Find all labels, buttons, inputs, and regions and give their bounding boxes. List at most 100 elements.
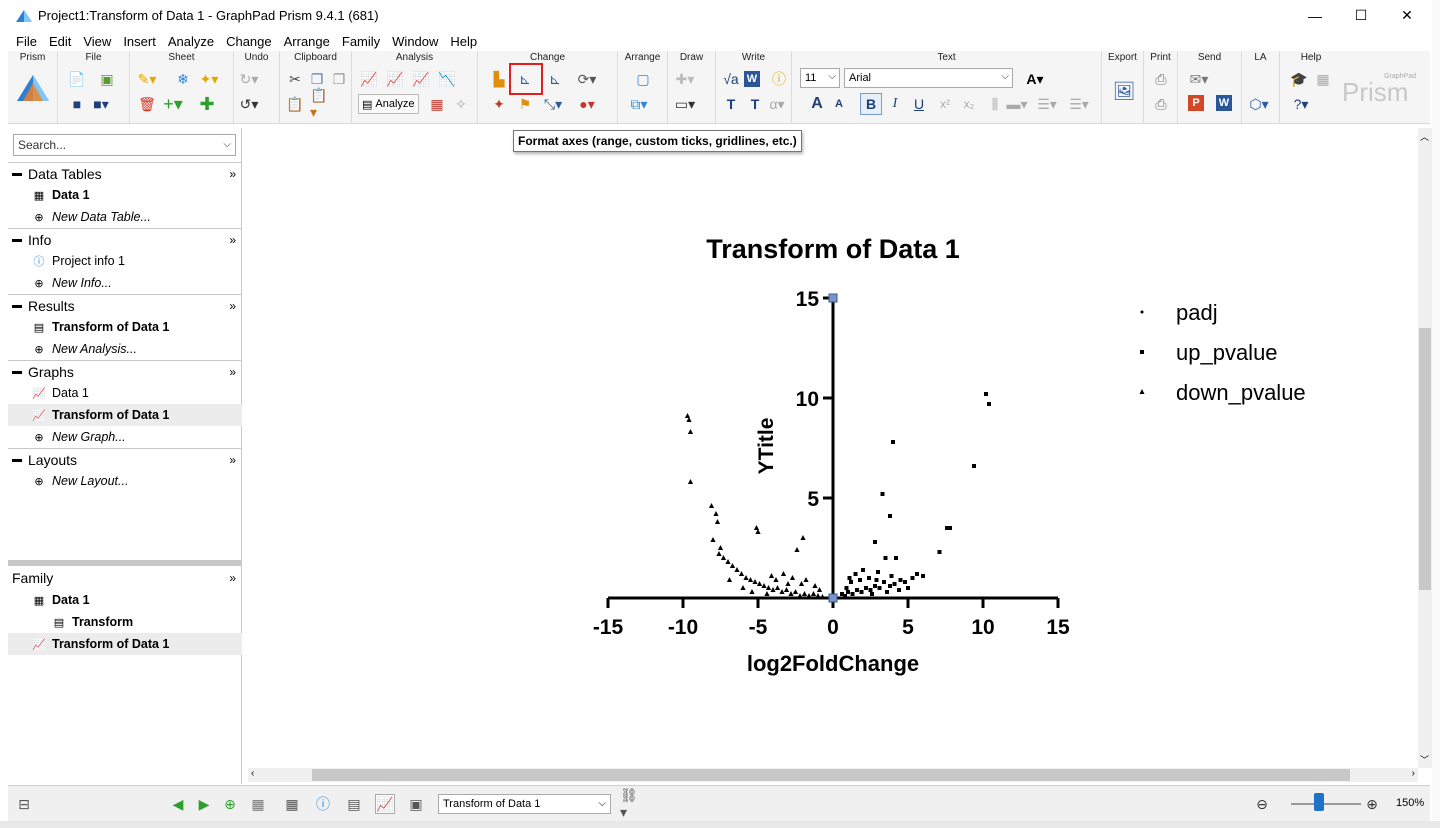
previous-sheet-icon[interactable]: ◀ <box>172 795 184 812</box>
scroll-up-icon[interactable]: ︿ <box>1420 132 1430 142</box>
maximize-button[interactable]: ☐ <box>1354 7 1368 23</box>
nav-item-project-info-1[interactable]: ⓘ Project info 1 <box>8 250 242 272</box>
italic-icon[interactable]: I <box>892 96 898 111</box>
data-tables-tab-icon[interactable]: ▦ <box>285 795 299 812</box>
zoom-in-icon[interactable]: ⊕ <box>1366 795 1378 812</box>
zoom-slider-thumb[interactable] <box>1314 793 1324 811</box>
family-item-transform-of-data-1[interactable]: 📈 Transform of Data 1 <box>8 633 242 655</box>
chevron-down-icon[interactable]: ⌵ <box>223 139 231 150</box>
menu-arrange[interactable]: Arrange <box>283 33 330 49</box>
section-header-layouts[interactable]: ▬ Layouts » <box>8 448 242 470</box>
collapse-icon[interactable]: ▬ <box>12 234 22 245</box>
info-tab-icon[interactable]: ⓘ <box>316 796 330 812</box>
nav-item-graph-transform-of-data-1[interactable]: 📈 Transform of Data 1 <box>8 404 242 426</box>
section-header-family[interactable]: Family » <box>8 567 242 589</box>
collapse-icon[interactable]: ▬ <box>12 454 22 465</box>
pin-icon[interactable]: ✦▾ <box>199 70 219 87</box>
undo-icon[interactable]: ↺▾ <box>239 95 259 112</box>
nav-item-new-layout[interactable]: ⊕ New Layout... <box>8 470 242 492</box>
superscript-icon[interactable]: x² <box>940 97 950 111</box>
la-cube-icon[interactable]: ⬡▾ <box>1249 95 1269 112</box>
analysis-wand-icon[interactable]: ✧ <box>455 95 467 112</box>
next-sheet-icon[interactable]: ▶ <box>198 795 210 812</box>
save-icon[interactable]: ■ <box>72 96 82 112</box>
font-size-select[interactable]: 11 ⌵ <box>800 68 840 88</box>
graph-canvas[interactable]: Transform of Data 1 -15 -10 -5 0 5 10 15 5 10 15 lo… <box>248 128 1418 768</box>
text-fill-icon[interactable]: ▬▾ <box>1006 95 1028 112</box>
swap-icon[interactable]: ⟳▾ <box>577 70 597 87</box>
close-button[interactable]: ✕ <box>1401 7 1413 23</box>
scroll-right-icon[interactable]: › <box>1411 768 1415 779</box>
section-header-info[interactable]: ▬ Info » <box>8 228 242 250</box>
menu-edit[interactable]: Edit <box>48 33 72 49</box>
analysis-xy-icon[interactable]: 📈 <box>360 70 378 87</box>
greek-icon[interactable]: α▾ <box>769 95 785 112</box>
learn-icon[interactable]: 🎓 <box>1290 70 1308 87</box>
change-scale-icon[interactable]: ⤡▾ <box>543 95 563 112</box>
graphs-tab-icon[interactable]: 📈 <box>375 794 395 814</box>
copy-special-icon[interactable]: ❐ <box>332 70 346 87</box>
underline-icon[interactable]: U <box>913 96 925 112</box>
expand-more-icon[interactable]: » <box>229 166 236 181</box>
export-icon[interactable]: 🖼 <box>1112 80 1136 101</box>
highlight-icon[interactable]: ✎▾ <box>137 70 157 87</box>
powerpoint-icon[interactable]: P <box>1188 95 1204 111</box>
nav-item-new-data-table[interactable]: ⊕ New Data Table... <box>8 206 242 228</box>
family-item-transform[interactable]: ▤ Transform <box>8 611 242 633</box>
copy-icon[interactable]: ❐ <box>310 70 324 87</box>
menu-view[interactable]: View <box>83 33 112 49</box>
redo-icon[interactable]: ↻▾ <box>239 70 259 87</box>
color-scheme-icon[interactable]: ●▾ <box>579 95 595 112</box>
word-send-icon[interactable]: W <box>1216 95 1232 111</box>
text-box-icon[interactable]: T <box>750 96 760 112</box>
sheet-select[interactable]: Transform of Data 1 ⌵ <box>438 794 611 814</box>
align-icon[interactable]: ☰▾ <box>1037 95 1057 112</box>
data-on-graph-icon[interactable]: ⚑ <box>518 95 532 112</box>
cut-icon[interactable]: ✂ <box>289 70 301 87</box>
menu-window[interactable]: Window <box>392 33 439 49</box>
zoom-out-icon[interactable]: ⊖ <box>1256 795 1268 812</box>
volcano-plot[interactable]: Transform of Data 1 -15 -10 -5 0 5 10 15 5 10 15 lo… <box>248 128 1418 768</box>
family-item-data-1[interactable]: ▦ Data 1 <box>8 589 242 611</box>
panel-toggle-icon[interactable]: ⊟ <box>18 795 30 812</box>
minimize-button[interactable]: — <box>1308 7 1322 24</box>
print-preview-icon[interactable]: ⎙ <box>1155 95 1167 112</box>
text-rotate-icon[interactable]: ⫼ <box>991 95 999 112</box>
results-tab-icon[interactable]: ▤ <box>347 795 361 812</box>
line-spacing-icon[interactable]: ☰▾ <box>1069 95 1089 112</box>
horizontal-scroll-thumb[interactable] <box>312 769 1350 781</box>
analyze-button[interactable]: ▤ Analyze <box>358 94 419 114</box>
collapse-icon[interactable]: ▬ <box>12 168 22 179</box>
analysis-nonlinear-icon[interactable]: 📈 <box>412 70 430 87</box>
zoom-slider-track[interactable] <box>1291 803 1361 805</box>
expand-more-icon[interactable]: » <box>229 452 236 467</box>
arrange-align-icon[interactable]: ▢ <box>636 70 650 87</box>
nav-item-transform-of-data-1[interactable]: ▤ Transform of Data 1 <box>8 316 242 338</box>
info-constant-icon[interactable]: ⓘ <box>772 71 786 87</box>
vertical-scroll-thumb[interactable] <box>1419 328 1431 590</box>
add-column-icon[interactable]: ✚ <box>199 93 215 114</box>
analysis-linear-icon[interactable]: 📈 <box>386 70 404 87</box>
nav-item-data-1[interactable]: ▦ Data 1 <box>8 184 242 206</box>
collapse-icon[interactable]: ▬ <box>12 300 22 311</box>
help-toggle-icon[interactable]: ▦ <box>1316 70 1330 87</box>
section-header-data-tables[interactable]: ▬ Data Tables » <box>8 162 242 184</box>
nav-item-graph-data-1[interactable]: 📈 Data 1 <box>8 382 242 404</box>
link-icon[interactable]: ⛓▾ <box>620 787 638 820</box>
menu-change[interactable]: Change <box>226 33 272 49</box>
magic-wand-icon[interactable]: ✦ <box>493 95 505 112</box>
menu-analyze[interactable]: Analyze <box>167 33 215 49</box>
menu-help[interactable]: Help <box>450 33 478 49</box>
panel-splitter[interactable] <box>8 560 242 566</box>
draw-arrow-icon[interactable]: ✚▾ <box>675 70 695 87</box>
gallery-icon[interactable]: ▦ <box>251 795 265 812</box>
freeze-icon[interactable]: ❄ <box>177 70 189 87</box>
subscript-icon[interactable]: x₂ <box>963 97 975 111</box>
format-graph-icon[interactable]: ⊾ <box>549 70 561 87</box>
menu-file[interactable]: File <box>16 33 37 49</box>
menu-insert[interactable]: Insert <box>123 33 156 49</box>
menu-family[interactable]: Family <box>341 33 381 49</box>
help-icon[interactable]: ?▾ <box>1293 95 1309 112</box>
prism-logo-icon[interactable] <box>17 75 49 101</box>
goto-sheet-icon[interactable]: ⊕ <box>224 795 236 812</box>
